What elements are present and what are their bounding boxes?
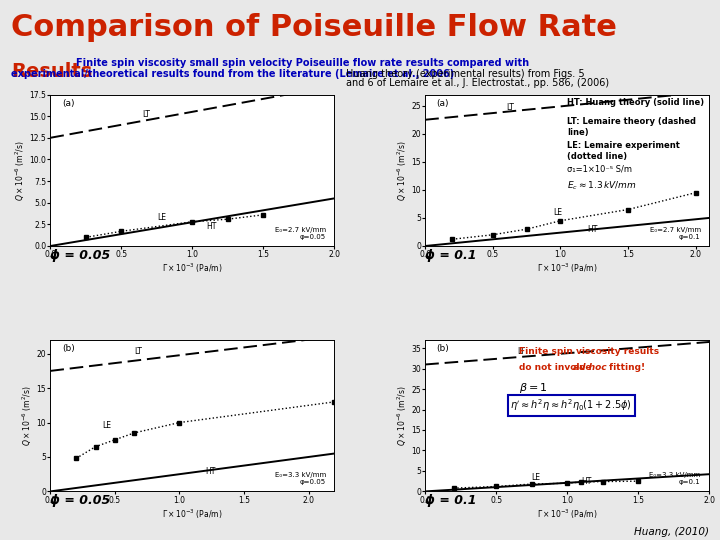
Text: LT: LT: [518, 347, 526, 356]
Text: E₀=2.7 kV/mm
φ=0.05: E₀=2.7 kV/mm φ=0.05: [275, 227, 326, 240]
Text: LT: LT: [506, 103, 514, 112]
Text: Huang, (2010): Huang, (2010): [634, 527, 709, 537]
Text: do not involve: do not involve: [519, 363, 595, 372]
Y-axis label: $Q \times 10^{-6}$ (m$^2$/s): $Q \times 10^{-6}$ (m$^2$/s): [395, 386, 408, 446]
Text: experimental/theoretical results found from the literature (Lemaire et al., 2006: experimental/theoretical results found f…: [11, 69, 454, 79]
Text: LE: LE: [102, 421, 111, 430]
Text: Finite spin viscosity small spin velocity Poiseuille flow rate results compared : Finite spin viscosity small spin velocit…: [76, 58, 528, 68]
Text: (b): (b): [436, 345, 449, 354]
Text: ϕ = 0.1: ϕ = 0.1: [426, 494, 477, 507]
Text: LT: LT: [143, 110, 150, 119]
Text: ϕ = 0.05: ϕ = 0.05: [50, 494, 111, 507]
Text: ϕ = 0.05: ϕ = 0.05: [50, 249, 111, 262]
Text: (a): (a): [436, 99, 449, 108]
Text: LE: LE: [554, 208, 563, 217]
Text: HT: HT: [205, 467, 216, 476]
X-axis label: $\Gamma \times 10^{-3}$ (Pa/m): $\Gamma \times 10^{-3}$ (Pa/m): [162, 508, 222, 521]
Text: HT: HT: [207, 222, 217, 231]
Text: ϕ = 0.1: ϕ = 0.1: [426, 249, 477, 262]
Text: E₀=3.3 kV/mm
φ=0.05: E₀=3.3 kV/mm φ=0.05: [274, 472, 326, 485]
Text: (b): (b): [62, 345, 74, 354]
Text: $\eta' \approx h^2\eta \approx h^2\eta_0(1+2.5\phi)$: $\eta' \approx h^2\eta \approx h^2\eta_0…: [510, 397, 632, 413]
X-axis label: $\Gamma \times 10^{-3}$ (Pa/m): $\Gamma \times 10^{-3}$ (Pa/m): [537, 262, 598, 275]
Text: and 6 of Lemaire et al., J. Electrostat., pp. 586, (2006): and 6 of Lemaire et al., J. Electrostat.…: [346, 78, 608, 88]
Text: ad hoc: ad hoc: [573, 363, 606, 372]
X-axis label: $\Gamma \times 10^{-3}$ (Pa/m): $\Gamma \times 10^{-3}$ (Pa/m): [537, 508, 598, 521]
Text: Comparison of Poiseuille Flow Rate: Comparison of Poiseuille Flow Rate: [11, 14, 616, 43]
Text: HT: Huang theory (solid line): HT: Huang theory (solid line): [567, 98, 704, 106]
Text: LT: Lemaire theory (dashed
line): LT: Lemaire theory (dashed line): [567, 117, 696, 137]
Text: LT: LT: [135, 347, 142, 356]
Text: σ₁=1×10⁻⁵ S/m: σ₁=1×10⁻⁵ S/m: [567, 164, 632, 173]
Text: LE: LE: [532, 473, 541, 482]
Text: $\beta = 1$: $\beta = 1$: [519, 381, 548, 395]
Text: HT: HT: [582, 477, 592, 486]
Y-axis label: $Q \times 10^{-6}$ (m$^2$/s): $Q \times 10^{-6}$ (m$^2$/s): [20, 386, 34, 446]
X-axis label: $\Gamma \times 10^{-3}$ (Pa/m): $\Gamma \times 10^{-3}$ (Pa/m): [162, 262, 222, 275]
Text: LE: Lemaire experiment
(dotted line): LE: Lemaire experiment (dotted line): [567, 141, 680, 161]
Text: Finite spin viscosity results: Finite spin viscosity results: [519, 347, 659, 356]
Y-axis label: $Q \times 10^{-6}$ (m$^2$/s): $Q \times 10^{-6}$ (m$^2$/s): [13, 140, 27, 200]
Text: (a): (a): [62, 99, 74, 108]
Text: HT: HT: [588, 225, 598, 234]
Text: E₀=2.7 kV/mm
φ=0.1: E₀=2.7 kV/mm φ=0.1: [649, 227, 701, 240]
Text: fitting!: fitting!: [606, 363, 644, 372]
Y-axis label: $Q \times 10^{-6}$ (m$^2$/s): $Q \times 10^{-6}$ (m$^2$/s): [395, 140, 409, 200]
Text: LE: LE: [157, 213, 166, 222]
Text: E₀=3.3 kV/mm
φ=0.1: E₀=3.3 kV/mm φ=0.1: [649, 472, 701, 485]
Text: Huang theory (experimental results) from Figs. 5: Huang theory (experimental results) from…: [346, 69, 584, 79]
Text: Results: Results: [11, 62, 92, 81]
Text: $E_c \approx 1.3\,kV/mm$: $E_c \approx 1.3\,kV/mm$: [567, 179, 636, 192]
